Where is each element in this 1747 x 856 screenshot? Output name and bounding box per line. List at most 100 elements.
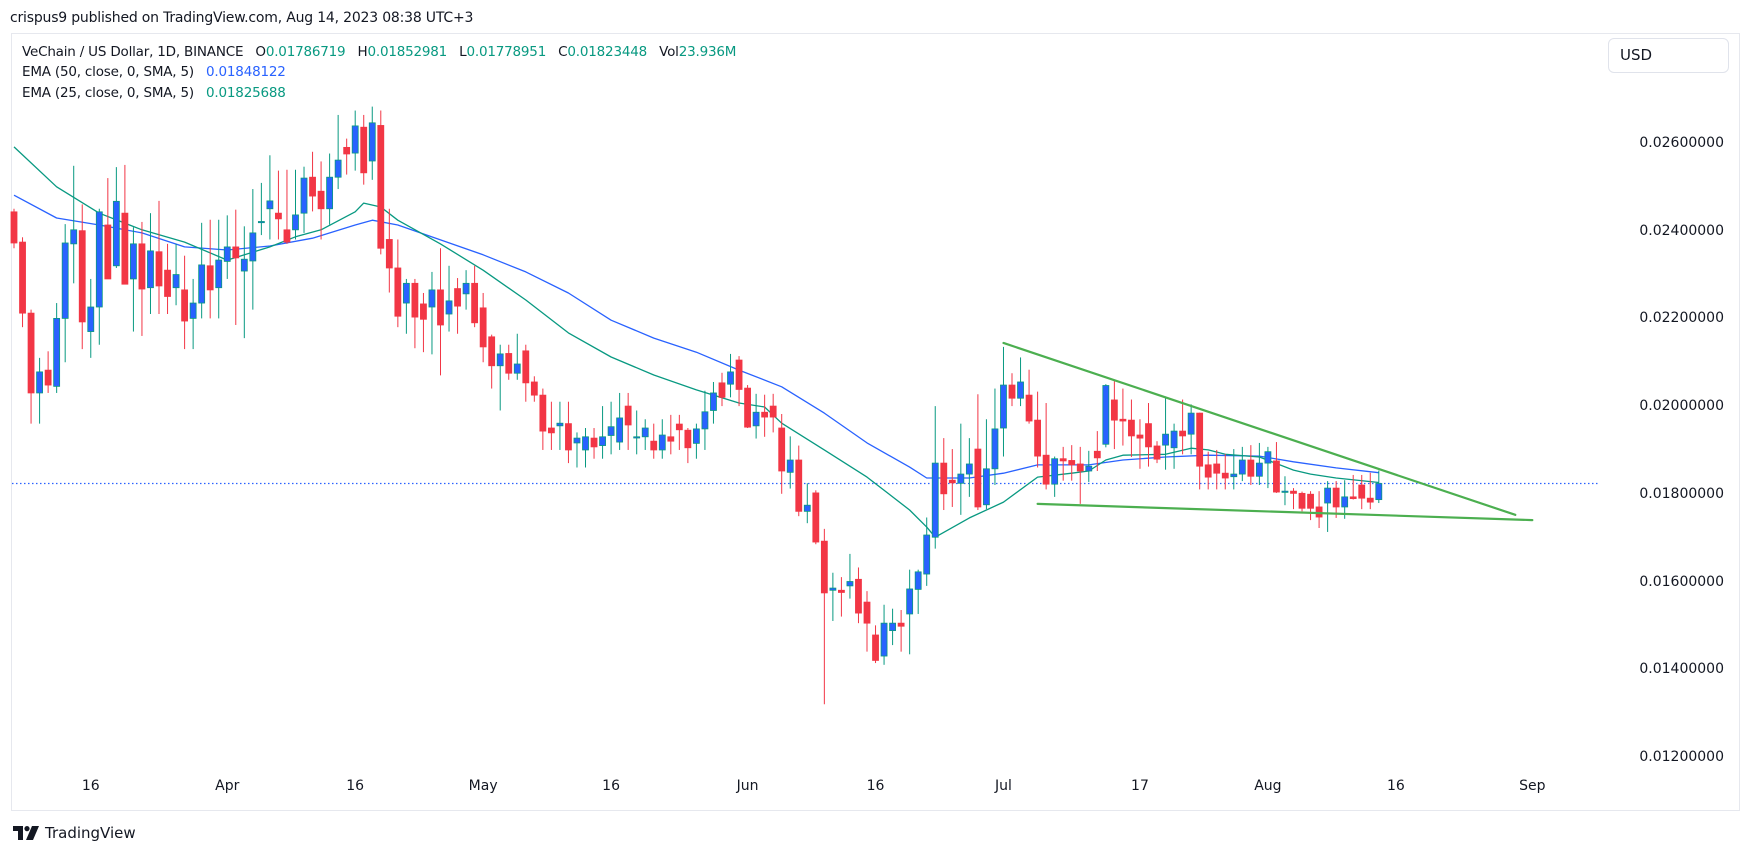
time-tick-label: Sep bbox=[1519, 778, 1546, 794]
candle-body-down bbox=[283, 229, 291, 243]
candle-body-up bbox=[496, 353, 504, 367]
ema50-label: EMA (50, close, 0, SMA, 5) bbox=[22, 64, 194, 80]
candle bbox=[1068, 445, 1076, 481]
candle-body-down bbox=[1332, 487, 1340, 508]
candle bbox=[513, 333, 521, 380]
candle bbox=[19, 237, 26, 328]
candle-body-down bbox=[1059, 458, 1067, 462]
candle bbox=[718, 372, 726, 407]
candle bbox=[266, 155, 274, 240]
candle bbox=[820, 528, 828, 705]
candle bbox=[778, 413, 786, 494]
candle-body-down bbox=[138, 243, 146, 290]
candle bbox=[983, 419, 990, 510]
close-label: C bbox=[558, 44, 568, 60]
candle bbox=[1264, 446, 1272, 489]
candle-body-down bbox=[744, 387, 751, 428]
candle bbox=[317, 161, 325, 240]
candle-body-up bbox=[983, 468, 990, 506]
candle bbox=[786, 436, 794, 489]
candle bbox=[1042, 403, 1050, 490]
candle-body-down bbox=[684, 429, 692, 449]
candle-body-down bbox=[872, 634, 879, 661]
candle-body-up bbox=[693, 428, 700, 444]
candle-body-down bbox=[795, 459, 803, 512]
time-tick-label: 16 bbox=[346, 778, 365, 794]
candle-body-down bbox=[761, 411, 769, 418]
time-tick-label: Aug bbox=[1254, 778, 1282, 794]
candle-body-up bbox=[172, 274, 180, 289]
candle-body-up bbox=[931, 462, 939, 538]
candle bbox=[44, 351, 52, 393]
candle-body-up bbox=[428, 289, 436, 308]
candle-body-up bbox=[1324, 487, 1332, 504]
candle-body-down bbox=[343, 146, 351, 155]
candle-body-down bbox=[19, 241, 26, 314]
candle-body-up bbox=[223, 246, 231, 262]
candle-body-down bbox=[471, 282, 479, 324]
candle bbox=[1128, 399, 1135, 457]
candle-body-down bbox=[420, 303, 427, 320]
candle-body-up bbox=[1162, 433, 1169, 446]
candle bbox=[616, 392, 624, 450]
candle bbox=[1085, 450, 1093, 482]
open-value: 0.01786719 bbox=[265, 44, 346, 60]
tradingview-logo[interactable]: TradingView bbox=[13, 824, 136, 842]
candle bbox=[138, 221, 146, 336]
candle bbox=[95, 208, 103, 345]
candle bbox=[27, 309, 35, 424]
candle bbox=[914, 569, 922, 614]
candle bbox=[61, 224, 69, 363]
candle-body-down bbox=[547, 427, 555, 434]
candle-body-up bbox=[829, 587, 837, 591]
candle bbox=[420, 292, 427, 353]
candle bbox=[991, 388, 999, 486]
candle bbox=[78, 204, 86, 350]
symbol-title[interactable]: VeChain / US Dollar, 1D, BINANCE bbox=[22, 44, 244, 60]
candle bbox=[599, 406, 606, 459]
candle-body-down bbox=[590, 437, 598, 448]
candle-body-up bbox=[786, 459, 794, 473]
candle-body-up bbox=[36, 371, 43, 394]
candle bbox=[769, 393, 777, 433]
lower-trendline[interactable] bbox=[1036, 502, 1534, 522]
candle bbox=[428, 271, 436, 355]
trendlines[interactable] bbox=[1002, 341, 1534, 522]
candle-body-down bbox=[1025, 394, 1033, 422]
chart-frame bbox=[11, 33, 1740, 811]
legend-ema25-row[interactable]: EMA (25, close, 0, SMA, 5) 0.01825688 bbox=[22, 85, 286, 101]
candle-body-up bbox=[266, 200, 274, 210]
candle-body-down bbox=[505, 353, 513, 374]
currency-button[interactable]: USD bbox=[1608, 38, 1729, 73]
candle bbox=[650, 423, 658, 459]
candle bbox=[385, 208, 393, 293]
candle bbox=[1059, 446, 1067, 481]
candle-body-down bbox=[394, 267, 402, 317]
candle bbox=[326, 153, 334, 225]
ema25-line[interactable] bbox=[13, 146, 1379, 538]
candle-body-down bbox=[1196, 412, 1204, 467]
candle bbox=[761, 394, 769, 437]
candle-body-down bbox=[530, 381, 538, 396]
candle-body-up bbox=[1085, 465, 1093, 472]
candle bbox=[573, 432, 581, 468]
candle bbox=[1145, 403, 1152, 467]
candle-body-down bbox=[155, 251, 163, 287]
time-tick-label: 16 bbox=[866, 778, 885, 794]
open-label: O bbox=[255, 44, 266, 60]
candle-body-up bbox=[61, 242, 69, 319]
upper-trendline[interactable] bbox=[1002, 341, 1517, 516]
candle-body-down bbox=[718, 382, 726, 398]
candle bbox=[292, 169, 299, 240]
candle-body-up bbox=[1341, 496, 1349, 508]
candle-body-down bbox=[1119, 418, 1127, 422]
candle-body-down bbox=[1034, 419, 1041, 457]
candle-body-down bbox=[104, 224, 112, 280]
candle bbox=[838, 577, 845, 617]
candle bbox=[1298, 491, 1306, 512]
candle-body-up bbox=[599, 436, 606, 446]
candle bbox=[812, 490, 820, 545]
candle bbox=[283, 169, 291, 244]
legend-ema50-row[interactable]: EMA (50, close, 0, SMA, 5) 0.01848122 bbox=[22, 64, 286, 80]
